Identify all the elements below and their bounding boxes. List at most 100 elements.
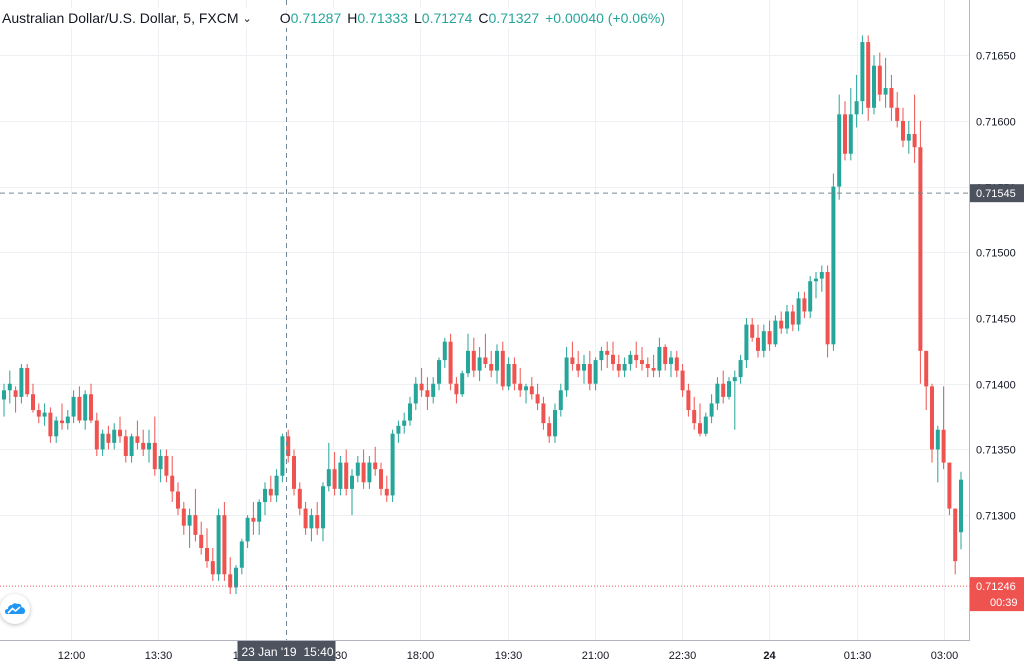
candle-body [703,416,708,434]
candle [2,383,6,417]
candle [31,383,35,413]
candle [77,386,82,424]
candle-body [135,436,140,443]
candle [558,383,563,417]
candle-body [112,429,117,443]
candle [500,341,505,391]
candle [292,449,296,496]
candle-body [727,381,731,397]
candle [489,350,494,378]
candle-body [147,442,151,450]
chevron-down-icon[interactable]: ⌄ [242,12,252,25]
candle [123,429,128,463]
candle [332,452,337,496]
candle-body [42,412,47,417]
candle-body [889,88,894,108]
candle-body [570,357,575,365]
candle-body [170,475,175,492]
candle-body [564,357,569,391]
candle-body [912,134,917,148]
candle-body [65,416,70,424]
candle [83,390,88,430]
candles-layer [2,35,963,595]
candle-body [19,367,24,397]
candle-body [210,561,215,575]
candle-body [280,436,285,476]
candle-body [489,364,494,371]
candle [953,508,958,575]
candle-body [292,456,296,489]
candle-body [442,341,447,361]
candle [535,383,540,411]
candle [419,367,424,397]
candle [512,357,517,391]
candle-body [651,367,656,371]
time-tick-label: 22:30 [669,650,697,662]
candle-body [866,42,871,108]
candle-body [239,541,244,568]
time-tick-label: 24 [763,650,776,662]
candle [297,482,302,516]
candle [825,265,830,358]
candle-body [901,120,905,141]
price-axis-labels: 0.71300 0.71350 0.71400 0.71450 0.71500 0.715… [976,51,1016,523]
candle-body [663,346,668,365]
candle-body [935,429,940,450]
candle [483,333,488,368]
candle [877,52,882,102]
candle [321,482,325,542]
candle [773,315,778,347]
candle [170,456,175,503]
candle-body [222,515,227,575]
candle [135,420,140,450]
candle-body [60,420,64,424]
candle-body [576,364,581,371]
candle [379,462,383,496]
candle-body [500,350,505,387]
candle-body [558,390,563,411]
candle [274,469,279,503]
candle-body [518,383,523,391]
candle-body [361,462,366,483]
candle [263,482,267,516]
candle [843,101,847,161]
candle [756,324,760,358]
candle [732,370,737,430]
candle-body [611,354,615,365]
time-tick-label: 18:00 [407,650,435,662]
candle-body [599,350,604,361]
candle-body [640,360,644,365]
candle-body [402,420,407,426]
candle [181,502,186,535]
candle [872,55,876,115]
candle [384,475,389,503]
price-tick-label: 0.71500 [976,248,1016,260]
symbol-title[interactable]: Australian Dollar/U.S. Dollar, 5, FXCM [2,10,239,26]
candle-body [605,350,610,355]
candle [315,502,320,535]
candle-body [303,508,308,529]
candle [71,390,76,424]
candle [54,416,59,443]
tradingview-logo-icon[interactable] [0,594,30,624]
candle [593,357,598,391]
candle [611,341,615,371]
candle [941,386,946,470]
candle [837,94,842,200]
candle [663,344,668,371]
candle [767,320,772,351]
candle [912,94,917,163]
candle [553,403,557,443]
candle-body [13,390,18,397]
candle [906,120,911,154]
candle-body [483,357,488,365]
candle [408,396,412,426]
candle-body [756,337,760,351]
candle [779,311,784,334]
candle-body [587,364,592,384]
price-tick-label: 0.71350 [976,445,1016,457]
candle-body [141,442,146,450]
candle-body [854,101,859,115]
candle-body [680,370,685,391]
